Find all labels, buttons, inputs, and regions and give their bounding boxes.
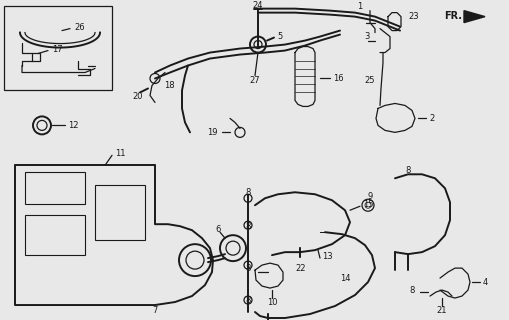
Text: 12: 12 [68, 121, 78, 130]
Bar [25, 172, 85, 204]
Text: 22: 22 [294, 264, 305, 273]
Bar [4, 6, 112, 91]
Text: 5: 5 [276, 32, 281, 41]
Text: 7: 7 [152, 306, 157, 315]
Bar [25, 215, 85, 255]
Text: 23: 23 [407, 12, 418, 21]
Text: 16: 16 [332, 74, 343, 83]
Text: 19: 19 [207, 128, 217, 137]
Text: 8: 8 [245, 222, 250, 231]
Text: 20: 20 [132, 92, 143, 101]
Bar [95, 185, 145, 240]
Text: 1: 1 [357, 2, 362, 11]
Text: 3: 3 [364, 32, 369, 41]
Polygon shape [463, 11, 484, 23]
Text: 25: 25 [364, 76, 374, 85]
Text: 11: 11 [115, 149, 125, 158]
Text: 15: 15 [362, 200, 373, 209]
Text: 8: 8 [409, 285, 414, 295]
Text: FR.: FR. [443, 11, 461, 20]
Text: 17: 17 [52, 45, 63, 54]
Text: 4: 4 [482, 277, 487, 287]
Text: 2: 2 [428, 114, 433, 123]
Text: 6: 6 [215, 225, 220, 234]
Text: 8: 8 [245, 264, 250, 273]
Text: 8: 8 [405, 166, 410, 175]
Text: 24: 24 [252, 1, 263, 10]
Text: 26: 26 [74, 23, 84, 32]
Text: 14: 14 [339, 274, 350, 283]
Text: 21: 21 [436, 306, 446, 315]
Text: 27: 27 [249, 76, 260, 85]
Text: 9: 9 [366, 192, 372, 201]
Text: 10: 10 [266, 298, 277, 307]
Text: 8: 8 [245, 296, 250, 305]
Text: 13: 13 [321, 252, 332, 260]
Text: 8: 8 [245, 188, 250, 197]
Text: 18: 18 [164, 81, 175, 90]
